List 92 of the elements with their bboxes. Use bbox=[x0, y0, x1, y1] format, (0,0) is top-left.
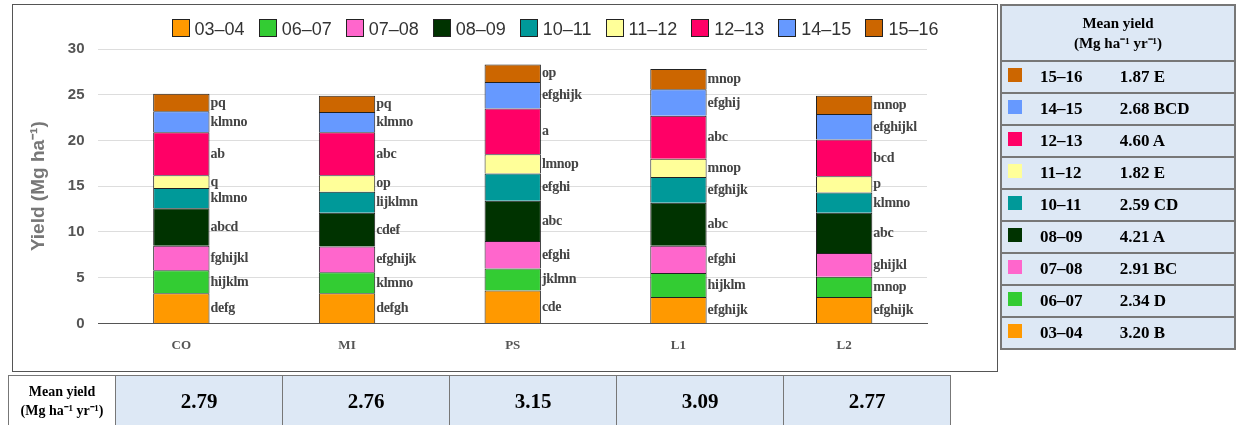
y-tick-label: 30 bbox=[67, 39, 85, 57]
legend-label: 06–07 bbox=[1034, 285, 1114, 317]
text: 08–09 bbox=[1040, 227, 1083, 246]
text: 3.09 bbox=[616, 375, 784, 425]
annotation: op bbox=[541, 65, 557, 81]
text: 2.91 BC bbox=[1113, 253, 1235, 285]
text: 11–12 bbox=[1040, 163, 1082, 182]
text: 2.79 bbox=[115, 375, 283, 425]
annotation: efghijk bbox=[707, 181, 748, 197]
annotation: mnop bbox=[707, 71, 741, 87]
annotation: mnop bbox=[707, 159, 741, 175]
legend-label: 14–15 bbox=[800, 19, 852, 39]
text: 1.87 E bbox=[1113, 61, 1235, 93]
y-tick-label: 0 bbox=[76, 313, 85, 331]
annotation: op bbox=[376, 175, 391, 191]
annotation: efghi bbox=[541, 246, 570, 262]
text: 1.82 E bbox=[1113, 157, 1235, 189]
annotation: efghi bbox=[541, 179, 570, 195]
x-tick-label: PS bbox=[505, 336, 521, 352]
annotation: fghijkl bbox=[210, 250, 249, 265]
legend-label: 11–12 bbox=[627, 19, 678, 39]
text: 2.34 D bbox=[1113, 285, 1235, 317]
annotation: bcd bbox=[873, 149, 895, 165]
annotation: abcd bbox=[210, 218, 239, 234]
text: 3.15 bbox=[449, 375, 617, 425]
annotation: lmnop bbox=[541, 155, 579, 171]
annotation: abc bbox=[707, 129, 728, 145]
annotation: mnop bbox=[873, 278, 907, 294]
text: 10–11 bbox=[1040, 195, 1082, 214]
annotation: cde bbox=[541, 298, 562, 314]
legend-label: 10–11 bbox=[541, 19, 592, 39]
annotation: defgh bbox=[376, 300, 409, 316]
y-tick-label: 25 bbox=[67, 84, 85, 102]
annotation: efghijk bbox=[376, 251, 417, 267]
annotation: abc bbox=[376, 145, 397, 161]
y-tick-label: 15 bbox=[67, 176, 85, 194]
text: Mean yield (Mg ha⁻¹ yr⁻¹) bbox=[1001, 5, 1235, 61]
y-tick-label: 5 bbox=[76, 267, 85, 285]
annotation: klmno bbox=[210, 190, 248, 206]
text: 4.21 A bbox=[1113, 221, 1235, 253]
text: 06–07 bbox=[281, 19, 332, 39]
text: 2.77 bbox=[783, 375, 951, 425]
annotation: hijklm bbox=[707, 276, 746, 292]
annotation: abc bbox=[541, 212, 563, 228]
annotation: hijklm bbox=[210, 273, 249, 289]
x-tick-label: MI bbox=[338, 336, 356, 352]
text: 2.68 BCD bbox=[1113, 93, 1235, 125]
annotation: efghijk bbox=[541, 87, 582, 103]
text: Mean yield (Mg ha⁻¹ yr⁻¹) bbox=[8, 375, 116, 425]
y-axis-title: Yield (Mg ha⁻¹) bbox=[26, 121, 48, 252]
text: 3.20 B bbox=[1113, 317, 1235, 349]
text: 03–04 bbox=[194, 19, 245, 39]
text: 12–13 bbox=[1040, 131, 1083, 150]
annotation: klmno bbox=[210, 113, 248, 129]
legend-label: 15–16 bbox=[887, 19, 939, 39]
annotation: abc bbox=[873, 224, 894, 240]
annotation: defg bbox=[210, 300, 235, 316]
annotation: p bbox=[873, 176, 881, 192]
annotation: a bbox=[541, 123, 549, 139]
annotation: efghij bbox=[707, 94, 741, 110]
legend-label: 08–09 bbox=[454, 19, 506, 39]
text: 14–15 bbox=[1040, 99, 1083, 118]
text: 2.76 bbox=[282, 375, 450, 425]
annotation: ab bbox=[210, 145, 225, 161]
annotation: q bbox=[210, 173, 218, 189]
annotation: klmno bbox=[376, 274, 413, 290]
annotation: efghijkl bbox=[873, 118, 917, 134]
y-tick-label: 20 bbox=[67, 130, 85, 148]
annotation: mnop bbox=[873, 96, 907, 112]
legend-label: 07–08 bbox=[1034, 253, 1114, 285]
annotation: efghijk bbox=[707, 301, 748, 317]
y-tick-label: 10 bbox=[67, 222, 85, 240]
annotation: efghijk bbox=[873, 301, 914, 317]
annotation: abc bbox=[707, 216, 728, 232]
legend-label: 12–13 bbox=[713, 19, 765, 39]
annotation: ghijkl bbox=[873, 256, 907, 272]
annotation: klmno bbox=[376, 114, 413, 130]
legend-label: 03–04 bbox=[1034, 317, 1114, 349]
annotation: pq bbox=[210, 94, 226, 110]
annotation: efghi bbox=[707, 251, 736, 267]
annotation: klmno bbox=[873, 194, 910, 210]
annotation: jklmn bbox=[541, 271, 577, 287]
x-tick-label: L2 bbox=[836, 336, 852, 352]
annotation: pq bbox=[376, 95, 392, 111]
annotation: lijklmn bbox=[376, 194, 418, 210]
text: 2.59 CD bbox=[1113, 189, 1235, 221]
x-tick-label: L1 bbox=[670, 336, 687, 352]
annotation: cdef bbox=[376, 221, 400, 237]
text: 4.60 A bbox=[1113, 125, 1235, 157]
text: 15–16 bbox=[1040, 67, 1083, 86]
text: 07–08 bbox=[368, 19, 419, 39]
x-tick-label: CO bbox=[171, 336, 192, 352]
